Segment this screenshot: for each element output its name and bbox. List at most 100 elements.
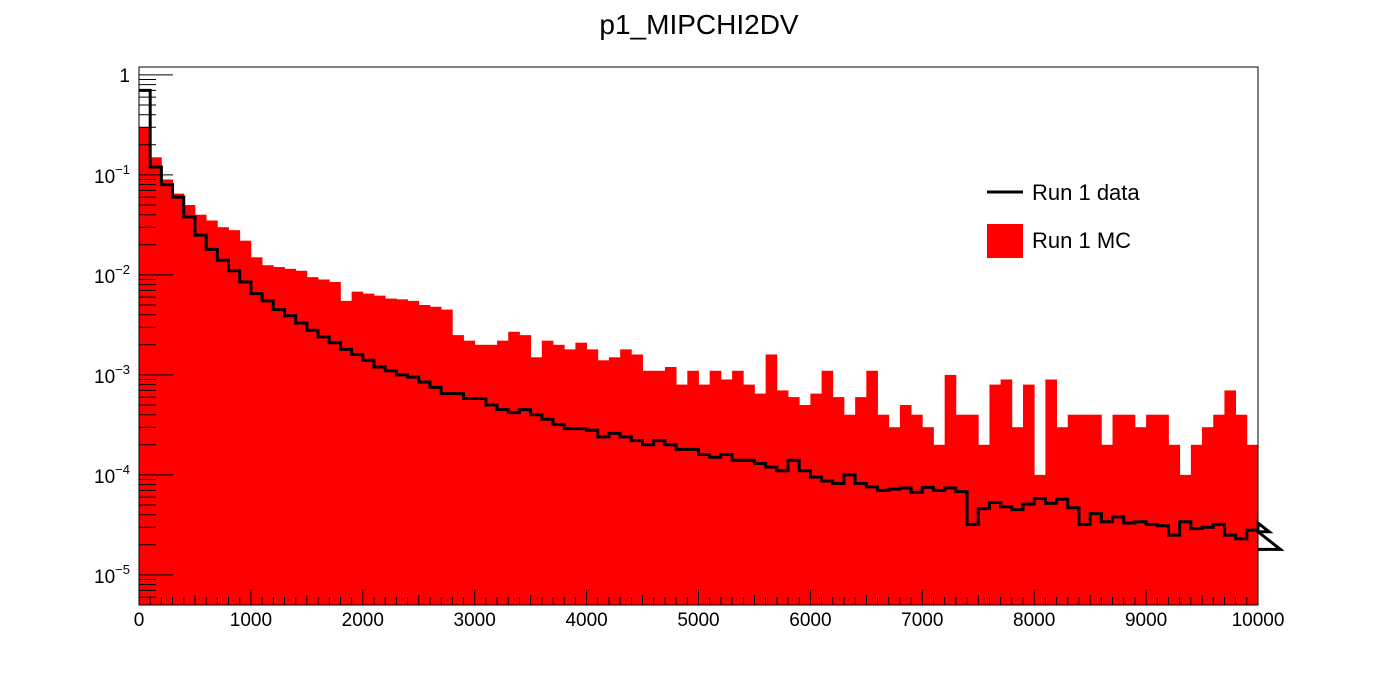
mc-histogram-bar (172, 193, 185, 605)
mc-histogram-bar (899, 405, 912, 605)
mc-histogram-bar (318, 279, 330, 605)
mc-histogram-bar (474, 344, 487, 605)
mc-histogram-bar (564, 349, 576, 605)
mc-histogram-bar (776, 390, 789, 605)
mc-histogram-bar (373, 295, 386, 605)
mc-histogram-bar (754, 393, 767, 605)
mc-histogram-bar (1000, 379, 1013, 605)
mc-histogram-bar (720, 379, 733, 605)
mc-histogram-bar (1056, 427, 1069, 605)
mc-histogram-bar (877, 414, 890, 605)
mc-histogram-bar (530, 357, 543, 605)
mc-histogram-bar (944, 374, 957, 605)
mc-histogram-bar (284, 268, 297, 605)
x-tick-label: 10000 (1232, 610, 1285, 631)
mc-histogram-bar (922, 427, 934, 605)
y-tick-label: 1 (119, 66, 130, 87)
y-tick-label: 10−2 (94, 262, 130, 288)
mc-histogram-bar (687, 370, 699, 605)
mc-histogram-bar (497, 340, 509, 605)
data-histogram-line (139, 88, 1285, 551)
mc-histogram-bar (1190, 444, 1203, 605)
mc-histogram-bar (262, 265, 274, 605)
mc-histogram-bar (385, 298, 397, 605)
mc-histogram-bar (743, 384, 755, 605)
mc-histogram-bar (933, 444, 946, 605)
mc-histogram-bar (441, 309, 453, 605)
mc-histogram-bar (362, 293, 375, 605)
mc-histogram-bar (463, 340, 476, 605)
mc-histogram-bar (832, 397, 845, 605)
mc-histogram-bar (586, 349, 599, 605)
mc-histogram-bar (1179, 474, 1192, 605)
x-tick-label: 6000 (789, 610, 831, 631)
x-tick-label: 3000 (454, 610, 496, 631)
mc-histogram-bar (553, 344, 565, 605)
mc-histogram-bar (306, 277, 319, 605)
mc-histogram-bar (575, 342, 587, 605)
y-tick-label: 10−4 (94, 462, 130, 488)
mc-histogram-bar (418, 305, 431, 605)
mc-histogram-bar (1168, 444, 1181, 605)
legend-box-swatch (987, 224, 1023, 258)
mc-histogram-bar (452, 335, 464, 605)
mc-histogram-bar (821, 370, 834, 605)
mc-histogram-bar (810, 393, 822, 605)
mc-histogram-bar (273, 266, 285, 605)
mc-histogram-bar (206, 220, 218, 605)
mc-histogram-bar (1045, 379, 1057, 605)
mc-histogram-bar (1246, 444, 1259, 605)
y-tick-label: 10−1 (94, 162, 130, 188)
mc-histogram-bar (642, 370, 655, 605)
mc-histogram-bar (1235, 414, 1248, 605)
mc-histogram-bar (1078, 414, 1091, 605)
x-tick-label: 0 (134, 610, 145, 631)
mc-histogram-bar (161, 179, 173, 606)
mc-histogram-bar (788, 397, 800, 605)
mc-histogram-bar (653, 370, 666, 605)
mc-histogram-bar (1034, 474, 1046, 605)
y-tick-label: 10−3 (94, 362, 130, 388)
mc-histogram-bar (1224, 390, 1237, 605)
mc-histogram-bar (295, 270, 308, 605)
mc-histogram-bar (396, 299, 408, 605)
mc-histogram-bar (1134, 427, 1147, 605)
chart-title: p1_MIPCHI2DV (599, 9, 799, 40)
mc-histogram-bar (541, 340, 554, 605)
x-tick-label: 7000 (901, 610, 943, 631)
mc-histogram-bar (597, 360, 610, 605)
mc-histogram-bar (329, 281, 341, 605)
mc-histogram-bar (250, 257, 263, 605)
mc-histogram-bar (239, 240, 252, 606)
mc-histogram-bar (1090, 414, 1102, 605)
mc-histogram-bar (989, 384, 1002, 605)
mc-histogram-bar (608, 357, 621, 605)
mc-histogram-bar (1123, 414, 1136, 605)
axes: 0 1000 2000 3000 4000 5000 6000 7000 8000 9000 100… (94, 66, 1284, 631)
mc-histogram-bar (1101, 444, 1113, 605)
mc-histogram-bar (217, 227, 229, 605)
mc-histogram-bar (139, 127, 151, 605)
mc-histogram-bar (1023, 384, 1035, 605)
x-tick-label: 1000 (230, 610, 272, 631)
mc-histogram-bar (698, 384, 711, 605)
mc-histogram-bar (955, 414, 968, 605)
x-tick-label: 8000 (1013, 610, 1055, 631)
mc-histogram-bar (765, 354, 778, 605)
mc-histogram-bar (676, 384, 688, 605)
x-tick-label: 9000 (1125, 610, 1167, 631)
mc-histogram-bar (194, 214, 207, 605)
mc-histogram-bar (799, 405, 811, 605)
mc-histogram-bar (978, 444, 990, 605)
mc-histogram-bar (1202, 427, 1214, 605)
mc-histogram-bar (709, 370, 722, 605)
mc-histogram-bar (508, 331, 520, 605)
mc-histogram-bar (340, 300, 353, 605)
mc-histogram-bar (1011, 427, 1024, 605)
mc-histogram-bar (1067, 414, 1080, 605)
mc-histogram-bar (1146, 414, 1158, 605)
mc-histogram-bar (519, 335, 532, 605)
mc-histogram-bar (485, 344, 498, 605)
mc-histogram-bar (429, 306, 442, 605)
